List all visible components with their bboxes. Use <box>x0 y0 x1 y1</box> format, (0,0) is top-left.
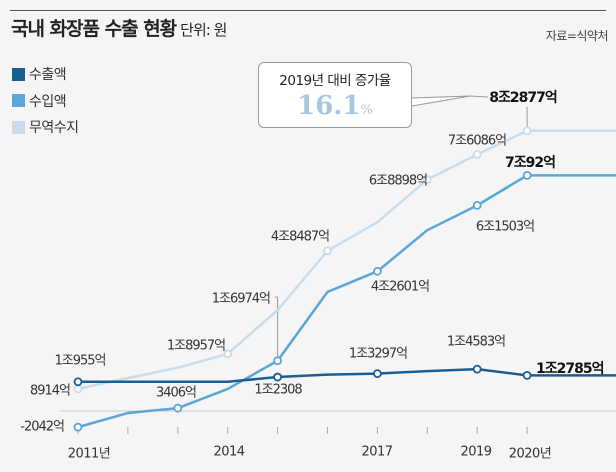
legend-swatch <box>12 94 25 108</box>
x-tick-label: 2011년 <box>67 446 111 462</box>
data-point-import <box>372 266 382 276</box>
legend-label: 수입액 <box>29 93 67 110</box>
x-tick-label: 2017 <box>361 444 393 460</box>
title-text: 국내 화장품 수출 현황 <box>11 18 177 40</box>
data-point-export <box>472 364 482 374</box>
legend-item-balance: 무역수지 <box>12 114 79 141</box>
data-label: 4조8487억 <box>270 229 330 245</box>
data-label: 8914억 <box>29 383 71 399</box>
callout-value: 16.1% <box>259 91 411 121</box>
legend-label: 무역수지 <box>29 120 79 137</box>
growth-callout: 2019년 대비 증가율 16.1% <box>258 62 412 128</box>
legend-item-import: 수입액 <box>12 88 79 115</box>
data-point-import <box>73 422 83 432</box>
x-tick-label: 2019 <box>460 444 492 460</box>
data-label: 1조4583억 <box>446 334 506 350</box>
data-point-import <box>173 403 183 413</box>
top-rule <box>10 10 606 11</box>
data-label: 1조6974억 <box>211 291 271 307</box>
legend-label: 수출액 <box>29 67 67 84</box>
data-label: 1조8957억 <box>166 338 226 354</box>
data-point-export <box>73 377 83 387</box>
data-point-balance <box>223 349 233 359</box>
data-point-balance <box>323 246 332 256</box>
callout-pointer <box>411 95 471 107</box>
data-point-import <box>472 200 482 210</box>
data-point-export <box>273 372 283 382</box>
data-label: 4조2601억 <box>370 279 430 295</box>
chart-title: 국내 화장품 수출 현황 단위: 원 <box>11 14 227 41</box>
data-label: -2042억 <box>20 419 65 435</box>
data-label: 8조2877억 <box>489 90 557 106</box>
data-point-balance <box>472 150 482 159</box>
legend-item-export: 수출액 <box>12 61 79 88</box>
legend: 수출액 수입액 무역수지 <box>12 61 79 141</box>
data-point-balance <box>422 175 432 184</box>
data-point-import <box>273 356 283 366</box>
leader-line <box>469 95 489 98</box>
data-point-export <box>372 369 382 378</box>
legend-swatch <box>12 120 25 134</box>
data-point-balance <box>73 384 83 394</box>
data-label: 6조8898억 <box>368 173 428 189</box>
data-label: 1조2308 <box>254 382 302 398</box>
callout-number: 16.1 <box>297 91 361 121</box>
unit-label: 단위: 원 <box>180 21 227 39</box>
data-label: 1조2785억 <box>536 361 604 377</box>
data-point-export <box>522 370 532 380</box>
data-label: 7조92억 <box>505 155 556 171</box>
data-label: 7조6086억 <box>447 133 507 149</box>
data-point-balance <box>522 126 532 136</box>
x-tick-label: 2020년 <box>508 446 552 462</box>
source-label: 자료=식약처 <box>545 29 609 43</box>
callout-heading: 2019년 대비 증가율 <box>279 73 391 89</box>
data-label: 3406억 <box>155 385 197 401</box>
data-label: 6조1503억 <box>475 219 535 235</box>
data-point-import <box>522 170 532 180</box>
callout-suffix: % <box>360 103 373 118</box>
series-line-export <box>78 367 616 384</box>
data-label: 1조3297억 <box>348 346 408 362</box>
series-line-import <box>77 174 616 429</box>
legend-swatch <box>12 67 25 81</box>
x-tick-label: 2014 <box>213 444 245 460</box>
data-label: 1조955억 <box>54 353 106 369</box>
